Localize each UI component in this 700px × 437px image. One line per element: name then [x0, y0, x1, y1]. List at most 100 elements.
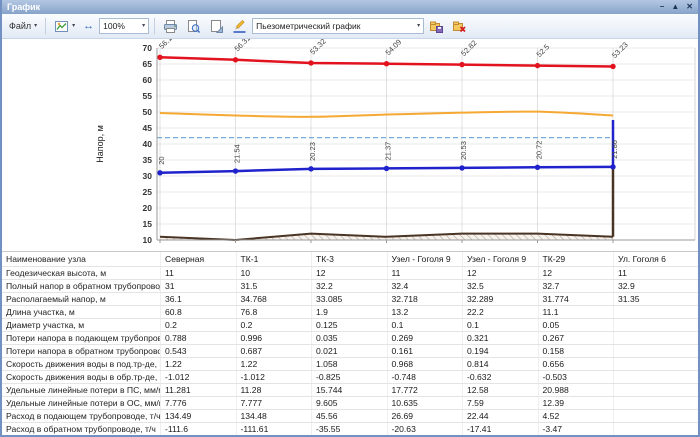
table-cell: 32.9: [613, 280, 698, 292]
export-image-button[interactable]: ▾: [51, 18, 78, 35]
maximize-button[interactable]: ▲: [671, 2, 680, 11]
table-cell: Узел - Гоголя 9: [386, 252, 463, 266]
row-label: Удельные линейные потери в ПС, мм/м: [6, 385, 160, 395]
pencil-icon: [233, 19, 246, 33]
chevron-down-icon: ▾: [142, 23, 146, 29]
table-row: Скорость движения воды в обр.тр-де, м/с -…: [2, 371, 698, 384]
y-tick-labels: 10 15 20 25 30 35 40 45 50 55 60 65 70: [143, 43, 153, 245]
row-label: Расход в подающем трубопроводе, т/ч: [6, 411, 160, 421]
row-label: Диаметр участка, м: [6, 320, 85, 330]
table-cell: 4.52: [537, 410, 614, 422]
file-menu-button[interactable]: Файл ▾: [6, 20, 40, 32]
table-cell: -0.503: [537, 371, 614, 383]
svg-text:Напор, м: Напор, м: [95, 125, 105, 163]
fit-width-icon: ↔: [83, 19, 95, 32]
window-title: График: [7, 2, 41, 12]
table-cell: 134.48: [235, 410, 312, 422]
row-label: Удельные линейные потери в ОС, мм/м: [6, 398, 160, 408]
table-row: Скорость движения воды в под.тр-де, м/с 1…: [2, 358, 698, 371]
row-label: Длина участка, м: [6, 307, 75, 317]
table-cell: 22.2: [462, 306, 538, 318]
table-cell: 0.543: [160, 345, 236, 357]
table-row: Потери напора в подающем трубопроводе, м…: [2, 332, 698, 345]
svg-text:50: 50: [143, 107, 153, 117]
supply-head-line-labels: 56.1 56.31 53.32 54.09 52.82 52.5 53.23: [157, 34, 630, 60]
svg-text:25: 25: [143, 187, 153, 197]
zoom-value: 100%: [103, 21, 125, 31]
supply-head-line: [157, 54, 616, 70]
printer-icon: [164, 19, 178, 33]
table-cell: -0.632: [462, 371, 538, 383]
chart-area[interactable]: 56.1 56.31 53.32 54.09 52.82 52.5 53.23 20 21.54…: [2, 34, 698, 251]
svg-text:15: 15: [143, 219, 153, 229]
table-cell: 31.5: [235, 280, 312, 292]
table-cell: -20.63: [386, 423, 463, 435]
table-cell: 0.788: [160, 332, 236, 344]
table-cell: [613, 371, 698, 383]
row-label: Полный напор в обратном трубопроводе, м: [6, 281, 160, 291]
page-setup-button[interactable]: [206, 18, 227, 35]
table-cell: -3.47: [537, 423, 614, 435]
table-cell: 0.125: [311, 319, 387, 331]
page-setup-icon: [211, 19, 224, 33]
table-cell: -1.012: [235, 371, 312, 383]
delete-template-button[interactable]: [449, 18, 470, 35]
print-preview-button[interactable]: [183, 18, 204, 35]
graph-type-select[interactable]: Пьезометрический график ▾: [252, 18, 425, 34]
row-label: Расход в обратном трубопроводе, т/ч: [6, 424, 156, 434]
svg-text:20: 20: [157, 156, 166, 164]
table-cell: 11: [613, 267, 698, 279]
table-cell: 12: [462, 267, 538, 279]
toolbar: Файл ▾ ▾ ↔ 100% ▾: [2, 14, 698, 39]
table-row: Удельные линейные потери в ОС, мм/м 7.776…: [2, 397, 698, 410]
table-cell: -111.6: [160, 423, 236, 435]
table-cell: 26.69: [386, 410, 463, 422]
zoom-select[interactable]: 100% ▾: [99, 18, 150, 34]
svg-text:56.31: 56.31: [233, 39, 253, 53]
table-cell: 0.05: [537, 319, 614, 331]
table-cell: -111.61: [235, 423, 312, 435]
toolbar-separator: [154, 18, 156, 34]
table-cell: 0.035: [311, 332, 387, 344]
table-cell: 0.267: [537, 332, 614, 344]
table-cell: 0.2: [235, 319, 312, 331]
svg-text:10: 10: [143, 235, 153, 245]
table-cell: 22.44: [462, 410, 538, 422]
table-cell: 11.1: [537, 306, 614, 318]
table-row: Геодезическая высота, м 11 10 12 11 12 12 11: [2, 267, 698, 280]
window-titlebar[interactable]: График – ▲ ✕: [2, 0, 698, 14]
table-cell: Ул. Гоголя 6: [613, 252, 698, 266]
row-label: Потери напора в обратном трубопроводе, м: [6, 346, 160, 356]
save-template-button[interactable]: [426, 18, 447, 35]
table-row: Удельные линейные потери в ПС, мм/м 11.28…: [2, 384, 698, 397]
table-cell: 0.321: [462, 332, 538, 344]
minimize-button[interactable]: –: [659, 2, 665, 11]
edit-chart-button[interactable]: [229, 18, 250, 35]
fit-width-button[interactable]: ↔: [80, 20, 97, 33]
table-cell: 34.768: [235, 293, 312, 305]
table-cell: 31.774: [537, 293, 614, 305]
table-cell: [613, 384, 698, 396]
table-header-row: Наименование узла Северная ТК-1 ТК-3 Узел - …: [2, 252, 698, 267]
table-cell: -1.012: [160, 371, 236, 383]
table-cell: 0.814: [462, 358, 538, 370]
table-cell: 20.988: [537, 384, 614, 396]
table-cell: [613, 397, 698, 409]
print-button[interactable]: [160, 18, 181, 35]
close-button[interactable]: ✕: [686, 2, 693, 11]
svg-text:20.72: 20.72: [535, 141, 544, 160]
table-row: Полный напор в обратном трубопроводе, м 3…: [2, 280, 698, 293]
required-head-line: [159, 110, 614, 118]
table-cell: -0.748: [386, 371, 463, 383]
table-cell: 9.605: [311, 397, 387, 409]
return-head-line: [157, 164, 616, 176]
svg-text:65: 65: [143, 59, 153, 69]
table-cell: 12.58: [462, 384, 538, 396]
table-cell: 36.1: [160, 293, 236, 305]
table-cell: 0.656: [537, 358, 614, 370]
table-cell: ТК-1: [235, 252, 312, 266]
svg-text:55: 55: [143, 91, 153, 101]
data-table: Наименование узла Северная ТК-1 ТК-3 Узел - …: [2, 251, 698, 435]
chart-grid: [157, 47, 696, 241]
